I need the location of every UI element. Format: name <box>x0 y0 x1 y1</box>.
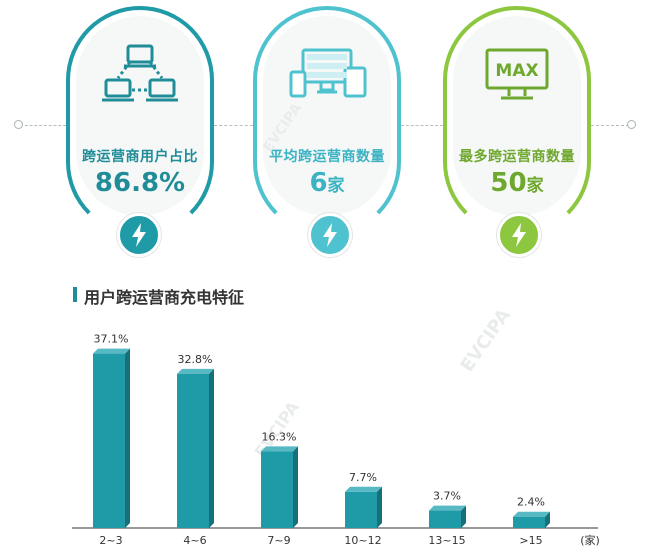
connector-line-left <box>20 125 66 126</box>
card-value-number-1: 86.8% <box>94 168 186 198</box>
x-tick-label: >15 <box>519 534 542 547</box>
bar-side <box>209 368 214 528</box>
x-tick-label: 7~9 <box>267 534 290 547</box>
bar-top <box>513 511 550 517</box>
bar-side <box>461 505 466 528</box>
bar <box>513 516 545 528</box>
card-frame-3 <box>443 6 591 236</box>
bar <box>345 491 377 528</box>
bar-top <box>177 368 214 374</box>
bar-side <box>293 446 298 528</box>
card-value-unit-2: 家 <box>327 176 345 196</box>
card-label-3: 最多跨运营商数量 <box>459 149 575 165</box>
connector-line-mid1 <box>214 125 253 126</box>
card-frame-2 <box>253 6 401 236</box>
section-title: 用户跨运营商充电特征 <box>84 288 245 307</box>
x-tick-label: 13~15 <box>428 534 465 547</box>
max-icon-text: MAX <box>495 61 538 81</box>
multi-device-icon <box>287 42 367 112</box>
bar-chart: 37.1% 2~3 32.8% 4~6 16.3% 7~9 7.7% 10~12 3.7% 13~… <box>72 333 600 547</box>
data-label: 3.7% <box>433 490 461 503</box>
data-label: 37.1% <box>94 333 129 346</box>
bar-side <box>377 486 382 528</box>
connector-line-mid2 <box>401 125 443 126</box>
connector-line-right <box>591 125 629 126</box>
section-marker <box>73 287 77 302</box>
card-value-1: 86.8% <box>50 168 230 198</box>
card-value-number-2: 6 <box>309 168 328 198</box>
network-computers-icon <box>100 42 180 112</box>
card-frame-1 <box>66 6 214 236</box>
bar <box>261 451 293 528</box>
connector-dot-left <box>14 120 23 129</box>
x-tick-label: 4~6 <box>183 534 206 547</box>
x-tick-label: 2~3 <box>99 534 122 547</box>
data-label: 7.7% <box>349 471 377 484</box>
bar <box>429 510 461 528</box>
card-value-unit-3: 家 <box>526 176 544 196</box>
bar-side <box>545 511 550 528</box>
card-label-2: 平均跨运营商数量 <box>269 149 385 165</box>
max-monitor-icon: MAX <box>477 42 557 112</box>
connector-dot-right <box>627 120 636 129</box>
data-label: 32.8% <box>178 353 213 366</box>
x-tick-label: 10~12 <box>344 534 381 547</box>
bar-side <box>125 348 130 528</box>
bar-top <box>345 486 382 492</box>
bar <box>177 373 209 528</box>
bar-top <box>429 505 466 511</box>
card-value-2: 6家 <box>237 168 417 198</box>
card-background-1 <box>76 16 204 216</box>
data-label: 2.4% <box>517 496 545 509</box>
card-value-number-3: 50 <box>490 168 527 198</box>
data-label: 16.3% <box>262 430 297 443</box>
card-label-1: 跨运营商用户占比 <box>82 149 198 165</box>
lightning-icon <box>308 213 352 257</box>
card-value-3: 50家 <box>427 168 607 198</box>
bar-top <box>261 446 298 452</box>
lightning-icon <box>117 213 161 257</box>
x-axis-unit: (家) <box>580 533 600 547</box>
bar <box>93 353 125 528</box>
bar-top <box>93 348 130 354</box>
lightning-icon <box>497 213 541 257</box>
